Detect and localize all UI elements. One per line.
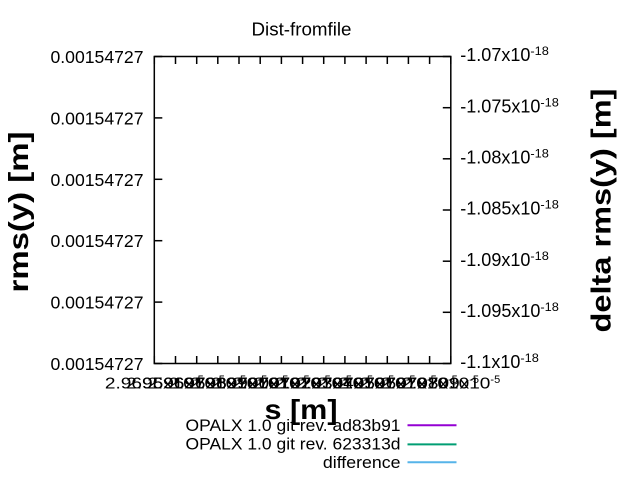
svg-text:OPALX 1.0 git rev. ad83b91: OPALX 1.0 git rev. ad83b91: [186, 416, 401, 435]
svg-text:0.00154727: 0.00154727: [51, 354, 144, 374]
svg-text:-1.095x10-18: -1.095x10-18: [460, 300, 559, 321]
svg-text:delta rms(y) [m]: delta rms(y) [m]: [586, 89, 617, 333]
svg-text:2.9706x10-5: 2.9706x10-5: [338, 374, 437, 393]
svg-text:0.00154727: 0.00154727: [51, 170, 144, 190]
svg-text:0.00154727: 0.00154727: [51, 108, 144, 128]
svg-text:difference: difference: [323, 453, 401, 472]
svg-text:-1.085x10-18: -1.085x10-18: [460, 198, 559, 219]
svg-text:2.9705x10-5: 2.9705x10-5: [317, 374, 416, 393]
svg-text:-1.09x10-18: -1.09x10-18: [460, 249, 549, 270]
svg-text:-1.1x10-18: -1.1x10-18: [460, 351, 539, 372]
svg-text:2.9695x10-5: 2.9695x10-5: [105, 374, 204, 393]
svg-text:2.9698x10-5: 2.9698x10-5: [168, 374, 267, 393]
svg-text:OPALX 1.0 git rev. 623313d: OPALX 1.0 git rev. 623313d: [186, 435, 401, 454]
svg-text:rms(y) [m]: rms(y) [m]: [3, 132, 34, 293]
svg-text:2.9700x10-5: 2.9700x10-5: [211, 374, 310, 393]
svg-text:0.00154727: 0.00154727: [51, 231, 144, 251]
svg-text:s [m]: s [m]: [265, 394, 338, 425]
svg-text:2.9709x10-5: 2.9709x10-5: [401, 374, 500, 393]
svg-text:2.9701x10-5: 2.9701x10-5: [232, 374, 331, 393]
svg-text:0.00154727: 0.00154727: [51, 293, 144, 313]
svg-text:2.9707x10-5: 2.9707x10-5: [359, 374, 458, 393]
svg-text:2.9702x10-5: 2.9702x10-5: [253, 374, 352, 393]
svg-text:2.9704x10-5: 2.9704x10-5: [296, 374, 395, 393]
svg-text:-1.08x10-18: -1.08x10-18: [460, 147, 549, 168]
svg-text:0.00154727: 0.00154727: [51, 47, 144, 67]
svg-text:-1.07x10-18: -1.07x10-18: [460, 44, 549, 65]
svg-text:Dist-fromfile: Dist-fromfile: [252, 19, 352, 39]
svg-text:2.9708x10-5: 2.9708x10-5: [380, 374, 479, 393]
svg-text:2.9703x10-5: 2.9703x10-5: [274, 374, 373, 393]
svg-text:2.9696x10-5: 2.9696x10-5: [126, 374, 225, 393]
svg-text:2.9699x10-5: 2.9699x10-5: [190, 374, 289, 393]
svg-text:2.9697x10-5: 2.9697x10-5: [147, 374, 246, 393]
svg-text:-1.075x10-18: -1.075x10-18: [460, 95, 559, 116]
